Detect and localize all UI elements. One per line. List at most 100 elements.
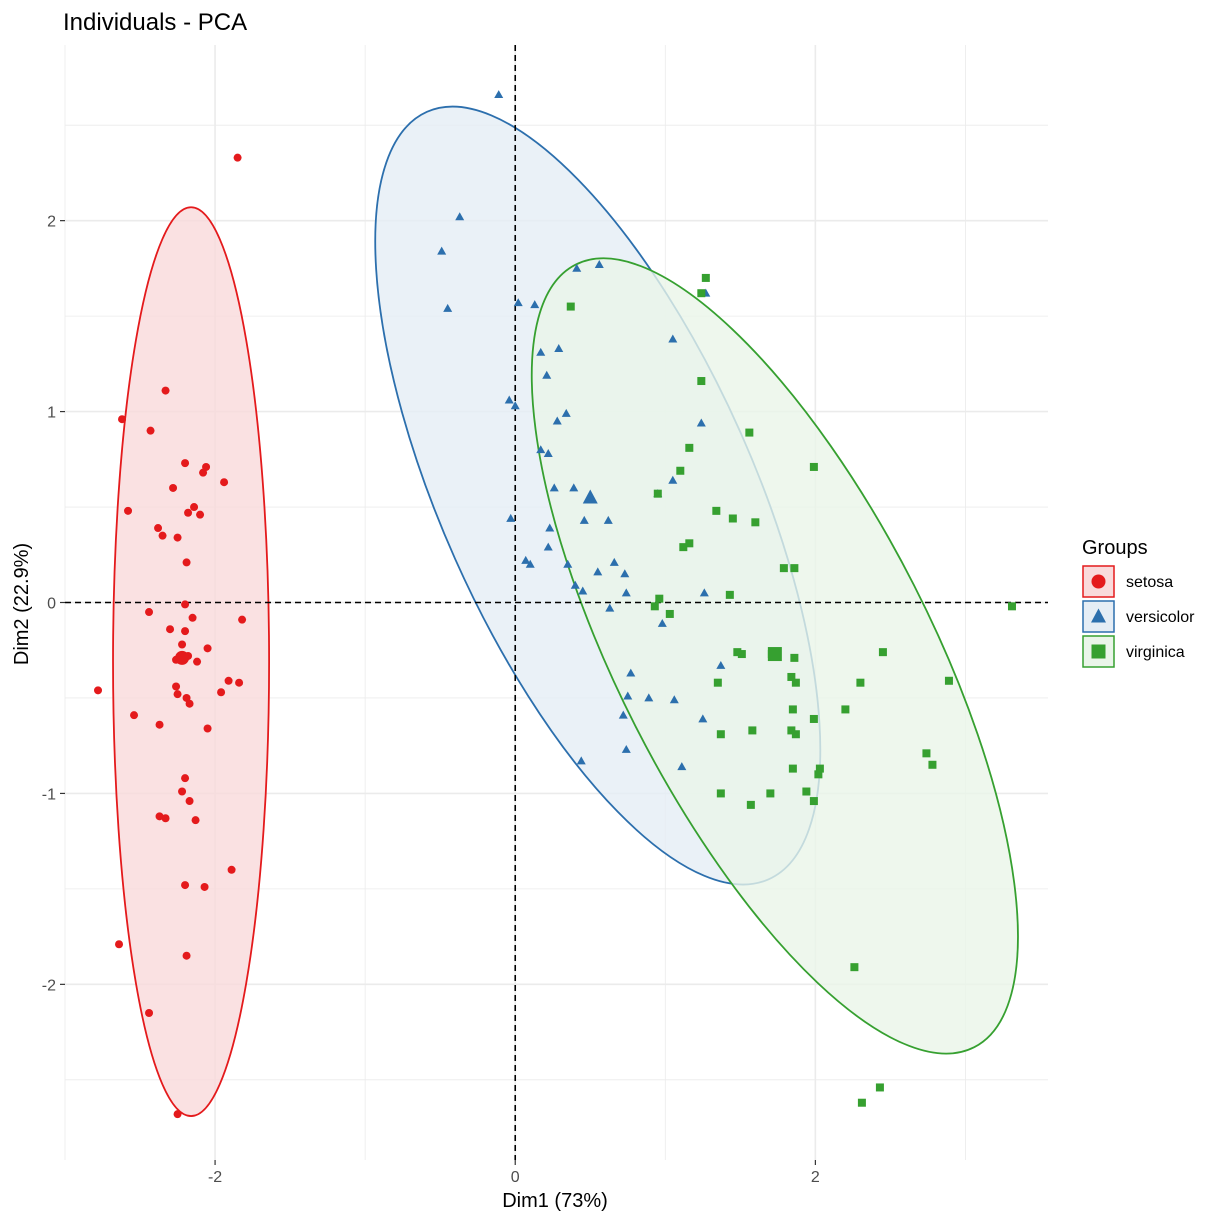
chart-title: Individuals - PCA — [63, 9, 247, 36]
virginica-point — [751, 518, 760, 527]
virginica-point — [676, 466, 685, 475]
setosa-point — [130, 711, 139, 720]
virginica-point — [737, 650, 746, 659]
versicolor-point — [572, 263, 582, 272]
virginica-point — [809, 714, 818, 723]
setosa-point — [224, 676, 233, 685]
y-tick-label: 1 — [47, 405, 56, 422]
setosa-point — [169, 483, 178, 492]
virginica-point — [653, 489, 662, 498]
x-tick-label: -2 — [208, 1169, 222, 1186]
virginica-point — [650, 602, 659, 611]
virginica-point — [878, 648, 887, 657]
legend-marker-versicolor — [1091, 608, 1106, 623]
x-tick-label: 0 — [511, 1169, 520, 1186]
versicolor-point — [504, 395, 514, 404]
y-tick-label: -2 — [42, 977, 56, 994]
legend-item-setosa: setosa — [1082, 565, 1173, 598]
setosa-point — [181, 774, 190, 783]
versicolor-point — [552, 416, 562, 425]
versicolor-point — [698, 714, 708, 723]
y-axis-title: Dim2 (22.9%) — [11, 543, 33, 665]
virginica-point — [790, 564, 799, 573]
legend-item-versicolor: versicolor — [1082, 600, 1195, 633]
setosa-point — [145, 1008, 154, 1017]
setosa-point — [178, 787, 187, 796]
versicolor-point — [513, 298, 523, 307]
versicolor-point — [506, 513, 516, 522]
virginica-point — [679, 543, 688, 552]
versicolor-point — [563, 559, 573, 568]
versicolor-point — [570, 580, 580, 589]
setosa-mean-point — [175, 650, 190, 665]
setosa-point — [155, 720, 164, 729]
virginica-point — [944, 676, 953, 685]
virginica-point — [857, 1098, 866, 1107]
virginica-point — [712, 506, 721, 515]
virginica-point — [685, 443, 694, 452]
versicolor-point — [569, 483, 579, 492]
setosa-point — [145, 608, 154, 617]
x-tick-label: 2 — [811, 1169, 820, 1186]
virginica-point — [779, 564, 788, 573]
versicolor-point — [521, 555, 531, 564]
versicolor-point — [609, 557, 619, 566]
setosa-point — [173, 1110, 182, 1119]
virginica-mean-point — [767, 647, 782, 662]
versicolor-point — [605, 603, 615, 612]
versicolor-point — [543, 542, 553, 551]
versicolor-point — [554, 344, 564, 352]
setosa-point — [185, 797, 194, 806]
virginica-point — [697, 289, 706, 298]
versicolor-point — [696, 418, 706, 427]
versicolor-point — [594, 260, 604, 268]
versicolor-point — [716, 660, 726, 669]
setosa-point — [184, 508, 193, 517]
legend-label-virginica: virginica — [1126, 644, 1185, 661]
versicolor-point — [510, 401, 520, 410]
plot-area — [64, 45, 1048, 1160]
virginica-point — [791, 678, 800, 687]
virginica-point — [566, 302, 575, 311]
setosa-point — [146, 426, 155, 435]
versicolor-point — [579, 515, 589, 524]
setosa-ellipse — [112, 206, 271, 1117]
setosa-point — [155, 812, 164, 821]
axis-ticks: -2 0 2 -2 -1 0 1 2 — [42, 214, 820, 1186]
virginica-point — [809, 462, 818, 471]
setosa-point — [182, 558, 191, 567]
versicolor-point — [623, 691, 633, 700]
virginica-point — [787, 672, 796, 681]
legend: Groups setosa versicolor virginica — [1082, 537, 1195, 668]
virginica-point — [856, 678, 865, 687]
versicolor-points — [437, 90, 726, 771]
y-tick-label: 2 — [47, 214, 56, 231]
versicolor-point — [668, 334, 678, 343]
versicolor-point — [525, 559, 535, 568]
virginica-point — [802, 787, 811, 796]
setosa-point — [118, 415, 127, 424]
virginica-point — [748, 726, 757, 735]
versicolor-point — [620, 569, 630, 578]
setosa-point — [196, 510, 205, 519]
virginica-point — [745, 428, 754, 437]
legend-marker-setosa — [1091, 574, 1106, 589]
virginica-point — [725, 590, 734, 599]
virginica-point — [697, 377, 706, 386]
setosa-point — [181, 881, 190, 890]
virginica-point — [716, 730, 725, 739]
setosa-point — [238, 615, 247, 624]
versicolor-point — [603, 515, 613, 524]
versicolor-point — [657, 618, 667, 627]
setosa-point — [124, 506, 133, 515]
virginica-point — [728, 514, 737, 523]
virginica-point — [766, 789, 775, 798]
setosa-point — [188, 613, 197, 622]
versicolor-point — [443, 303, 453, 312]
versicolor-point — [578, 586, 588, 595]
setosa-point — [178, 640, 187, 649]
data-points — [94, 90, 1016, 1119]
setosa-point — [173, 690, 182, 699]
versicolor-point — [644, 693, 654, 702]
